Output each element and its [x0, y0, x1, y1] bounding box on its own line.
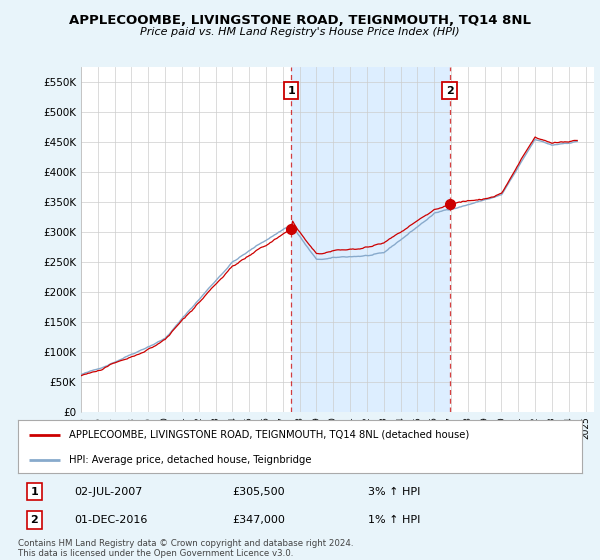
- Text: Contains HM Land Registry data © Crown copyright and database right 2024.
This d: Contains HM Land Registry data © Crown c…: [18, 539, 353, 558]
- Text: APPLECOOMBE, LIVINGSTONE ROAD, TEIGNMOUTH, TQ14 8NL: APPLECOOMBE, LIVINGSTONE ROAD, TEIGNMOUT…: [69, 14, 531, 27]
- Text: 01-DEC-2016: 01-DEC-2016: [74, 515, 148, 525]
- Text: Price paid vs. HM Land Registry's House Price Index (HPI): Price paid vs. HM Land Registry's House …: [140, 27, 460, 37]
- Text: 1: 1: [287, 86, 295, 96]
- Bar: [291, 67, 449, 412]
- Text: £305,500: £305,500: [232, 487, 285, 497]
- Text: 02-JUL-2007: 02-JUL-2007: [74, 487, 143, 497]
- Text: 1: 1: [31, 487, 38, 497]
- Text: 1% ↑ HPI: 1% ↑ HPI: [368, 515, 420, 525]
- Text: 2: 2: [31, 515, 38, 525]
- Text: APPLECOOMBE, LIVINGSTONE ROAD, TEIGNMOUTH, TQ14 8NL (detached house): APPLECOOMBE, LIVINGSTONE ROAD, TEIGNMOUT…: [69, 430, 469, 440]
- Text: HPI: Average price, detached house, Teignbridge: HPI: Average price, detached house, Teig…: [69, 455, 311, 465]
- Text: 2: 2: [446, 86, 454, 96]
- Text: £347,000: £347,000: [232, 515, 285, 525]
- Text: 3% ↑ HPI: 3% ↑ HPI: [368, 487, 420, 497]
